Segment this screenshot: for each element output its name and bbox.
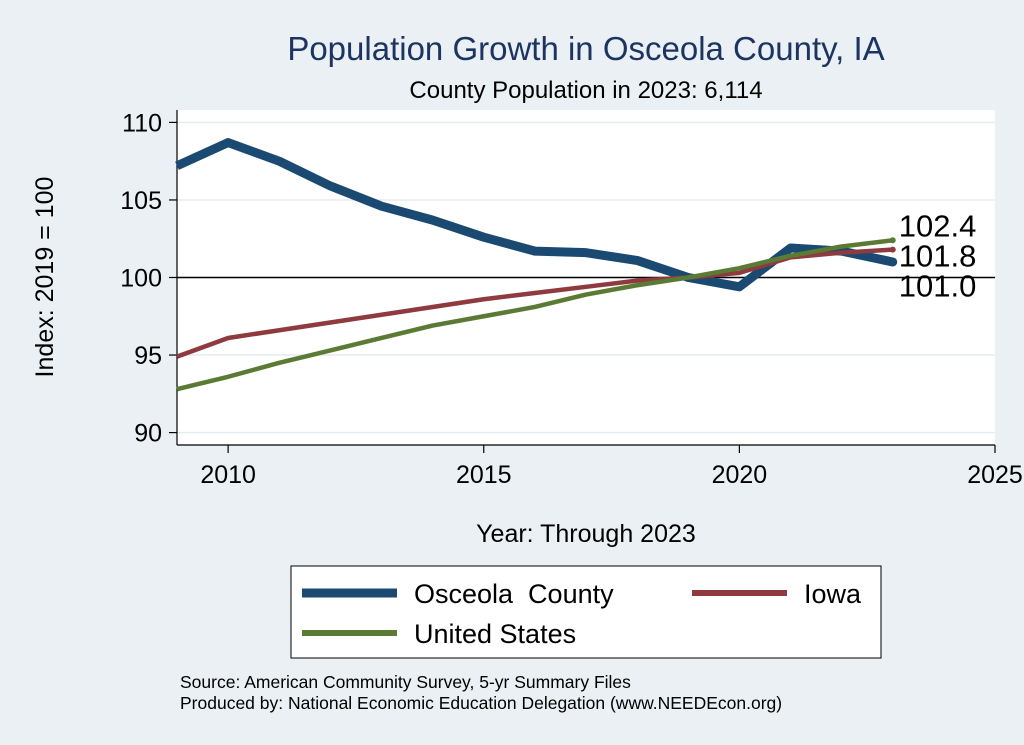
legend-label: Osceola County [414, 579, 614, 609]
legend-label: Iowa [804, 579, 862, 609]
x-tick-label: 2010 [200, 461, 256, 489]
chart-subtitle: County Population in 2023: 6,114 [409, 77, 762, 104]
x-tick-label: 2020 [712, 461, 768, 489]
legend-entries: Osceola County Iowa United States [302, 579, 862, 649]
series-layer [175, 138, 898, 392]
legend-box [290, 565, 882, 659]
end-label: 102.4 [899, 208, 977, 243]
series-line-iowa [176, 247, 893, 359]
chart-title: Population Growth in Osceola County, IA [287, 30, 884, 67]
y-tick-label: 110 [122, 109, 162, 137]
legend: Osceola County Iowa United States [290, 565, 882, 659]
legend-label: United States [414, 619, 576, 649]
series-line-united-states [176, 238, 894, 392]
x-tick-label: 2025 [967, 461, 1023, 489]
end-label: 101.0 [899, 268, 977, 303]
end-label: 101.8 [899, 238, 977, 273]
y-tick-label: 95 [134, 342, 162, 370]
y-axis-label: Index: 2019 = 100 [31, 177, 59, 378]
x-tick-label: 2015 [456, 461, 512, 489]
source-line-2: Produced by: National Economic Education… [180, 693, 782, 713]
y-tick-label: 100 [120, 265, 162, 293]
series-end-point [889, 246, 896, 253]
y-tick-label: 105 [120, 187, 162, 215]
series-end-point [889, 237, 896, 244]
series-end-point [888, 257, 898, 267]
axis-layer: 90 95 100 105 110 2010 2015 2020 2025 [120, 109, 1023, 489]
y-tick-label: 90 [134, 420, 162, 448]
x-axis-label: Year: Through 2023 [476, 520, 696, 548]
source-line-1: Source: American Community Survey, 5-yr … [180, 672, 631, 692]
